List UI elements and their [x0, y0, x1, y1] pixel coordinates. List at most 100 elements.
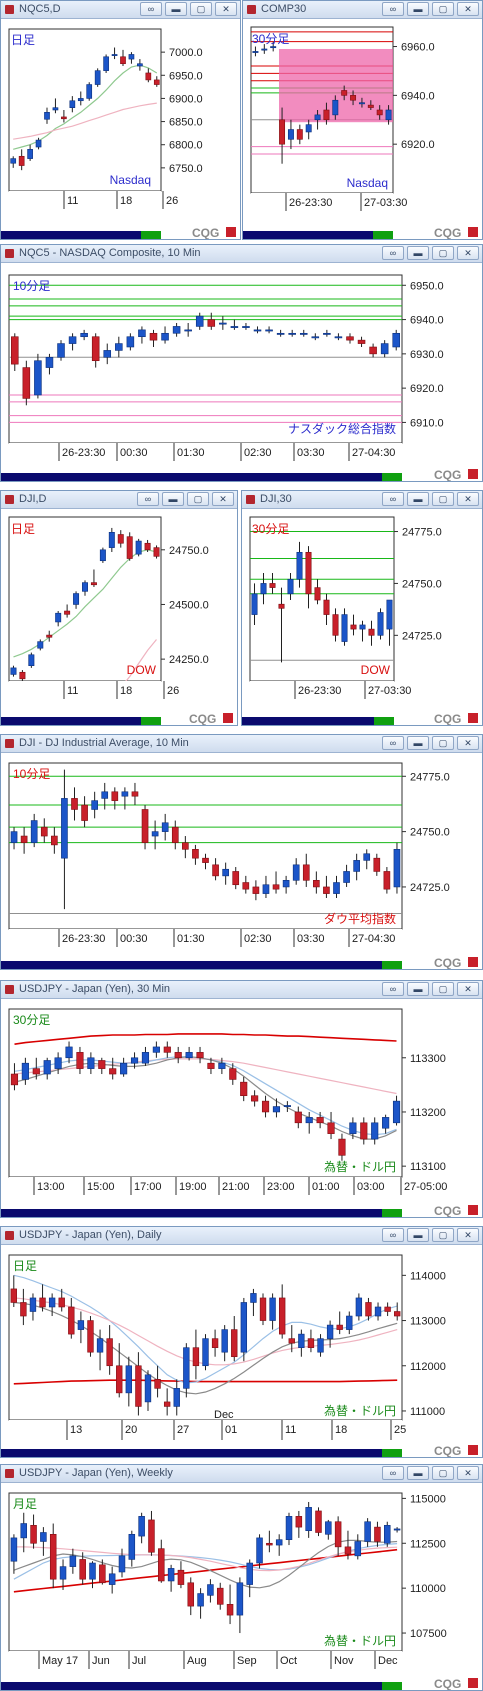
maximize-button[interactable]: ▢: [187, 492, 209, 506]
candle: [315, 1507, 322, 1537]
candle-body: [69, 1555, 77, 1567]
close-button[interactable]: ✕: [457, 1228, 479, 1242]
dow-30min-chart[interactable]: 24775.0 24750.0 24725.0 26-23:30 27-03:30 CQG…: [242, 509, 482, 725]
cqg-logo-icon: [5, 495, 14, 504]
cqg-logo-icon: [246, 495, 255, 504]
dow-daily-chart[interactable]: 24750.0 24500.0 24250.0 11 18 26 CQG 日足 DOW: [1, 509, 237, 725]
usdjpy-30min-chart[interactable]: 113300 113200 113100 13:00 15:00 17:00 19:00 21…: [1, 999, 482, 1217]
candle: [299, 329, 308, 337]
link-icon[interactable]: ∞: [140, 2, 162, 16]
y-tick-label: 24750.0: [402, 578, 442, 590]
link-icon[interactable]: ∞: [382, 492, 404, 506]
x-tick-label: 13: [70, 1424, 82, 1436]
candle: [302, 853, 310, 887]
usdjpy-weekly-chart[interactable]: 115000 112500 110000 107500 May 17 Jun Jul Aug S…: [1, 1483, 482, 1690]
dow-30min-titlebar[interactable]: DJI,30 ∞ ▬ ▢ ✕: [242, 491, 482, 509]
candle: [363, 849, 371, 870]
candle: [323, 875, 330, 899]
nasdaq-daily-titlebar[interactable]: NQC5,D ∞ ▬ ▢ ✕: [1, 1, 240, 19]
link-icon[interactable]: ∞: [382, 2, 404, 16]
minimize-button[interactable]: ▬: [407, 2, 429, 16]
minimize-button[interactable]: ▬: [162, 492, 184, 506]
close-button[interactable]: ✕: [457, 492, 479, 506]
dow-10min-titlebar[interactable]: DJI - DJ Industrial Average, 10 Min ∞ ▬ …: [1, 735, 482, 753]
candle-body: [103, 56, 109, 71]
candle: [91, 791, 98, 819]
candle: [61, 769, 68, 910]
maximize-button[interactable]: ▢: [432, 492, 454, 506]
minimize-button[interactable]: ▬: [407, 1466, 429, 1480]
close-button[interactable]: ✕: [457, 982, 479, 996]
x-tick-label: 27-03:30: [364, 197, 407, 209]
x-tick-label: 01:30: [177, 447, 205, 459]
y-tick-label: 6910.0: [410, 417, 444, 429]
nasdaq-daily-chart[interactable]: 7000.0 6950.0 6900.0 6850.0 6800.0 6750.0 11 18…: [1, 19, 240, 239]
candle: [334, 333, 343, 341]
usdjpy-daily-titlebar[interactable]: USDJPY - Japan (Yen), Daily ∞ ▬ ▢ ✕: [1, 1227, 482, 1245]
close-button[interactable]: ✕: [457, 246, 479, 260]
link-icon[interactable]: ∞: [382, 246, 404, 260]
nasdaq-30min-chart[interactable]: 6960.0 6940.0 6920.0 26-23:30 27-03:30 CQG 30分…: [243, 19, 482, 239]
link-icon[interactable]: ∞: [382, 736, 404, 750]
x-tick-label: 25: [394, 1424, 406, 1436]
maximize-button[interactable]: ▢: [190, 2, 212, 16]
dow-daily-titlebar[interactable]: DJI,D ∞ ▬ ▢ ✕: [1, 491, 237, 509]
link-icon[interactable]: ∞: [382, 1466, 404, 1480]
maximize-button[interactable]: ▢: [432, 982, 454, 996]
candle: [207, 312, 216, 330]
maximize-button[interactable]: ▢: [432, 2, 454, 16]
minimize-button[interactable]: ▬: [407, 736, 429, 750]
nasdaq-10min-chart[interactable]: 6950.0 6940.0 6930.0 6920.0 6910.0 26-23:30 00…: [1, 263, 482, 481]
minimize-button[interactable]: ▬: [407, 492, 429, 506]
y-tick-label: 24725.0: [410, 882, 450, 894]
candle: [279, 107, 286, 164]
usdjpy-weekly-titlebar[interactable]: USDJPY - Japan (Yen), Weekly ∞ ▬ ▢ ✕: [1, 1465, 482, 1483]
cqg-logo-icon: [468, 1205, 478, 1215]
candle-body: [216, 1587, 224, 1605]
close-button[interactable]: ✕: [457, 1466, 479, 1480]
candle: [393, 842, 401, 894]
candle: [58, 1288, 65, 1312]
close-button[interactable]: ✕: [212, 492, 234, 506]
y-tick-label: 24775.0: [410, 771, 450, 783]
usdjpy-daily-chart[interactable]: 114000 113000 112000 111000 13 20 27 01 Dec 11 18 2…: [1, 1245, 482, 1457]
candle: [116, 1343, 123, 1398]
minimize-button[interactable]: ▬: [407, 246, 429, 260]
maximize-button[interactable]: ▢: [432, 736, 454, 750]
dow-10min-chart[interactable]: 24775.0 24750.0 24725.0 26-23:30 00:30 01:30 0…: [1, 753, 482, 969]
link-icon[interactable]: ∞: [382, 1228, 404, 1242]
status-strip-marker: [382, 961, 402, 969]
moving-average-line: [13, 1379, 398, 1385]
minimize-button[interactable]: ▬: [407, 1228, 429, 1242]
candle-body: [296, 551, 303, 580]
nasdaq-30min-titlebar[interactable]: COMP30 ∞ ▬ ▢ ✕: [243, 1, 482, 19]
candle: [196, 1046, 204, 1064]
candle-body: [138, 1516, 145, 1537]
candle: [357, 336, 366, 347]
close-button[interactable]: ✕: [457, 2, 479, 16]
candle: [260, 573, 267, 605]
maximize-button[interactable]: ▢: [432, 1228, 454, 1242]
candle-body: [19, 671, 26, 680]
nasdaq-10min-titlebar[interactable]: NQC5 - NASDAQ Composite, 10 Min ∞ ▬ ▢ ✕: [1, 245, 482, 263]
candle: [287, 119, 294, 150]
maximize-button[interactable]: ▢: [432, 246, 454, 260]
y-tick-label: 6940.0: [401, 90, 435, 102]
link-icon[interactable]: ∞: [137, 492, 159, 506]
usdjpy-30min-titlebar[interactable]: USDJPY - Japan (Yen), 30 Min ∞ ▬ ▢ ✕: [1, 981, 482, 999]
maximize-button[interactable]: ▢: [432, 1466, 454, 1480]
candle-body: [385, 109, 392, 121]
candle-body: [106, 1338, 113, 1367]
minimize-button[interactable]: ▬: [407, 982, 429, 996]
candle: [354, 1534, 362, 1560]
minimize-button[interactable]: ▬: [165, 2, 187, 16]
candle: [343, 864, 350, 887]
close-button[interactable]: ✕: [457, 736, 479, 750]
candle-body: [367, 104, 374, 108]
close-button[interactable]: ✕: [215, 2, 237, 16]
cqg-logo-icon: [5, 739, 14, 748]
candle: [167, 1564, 175, 1592]
moving-average-line: [14, 1033, 397, 1045]
candle-body: [30, 1525, 37, 1544]
link-icon[interactable]: ∞: [382, 982, 404, 996]
